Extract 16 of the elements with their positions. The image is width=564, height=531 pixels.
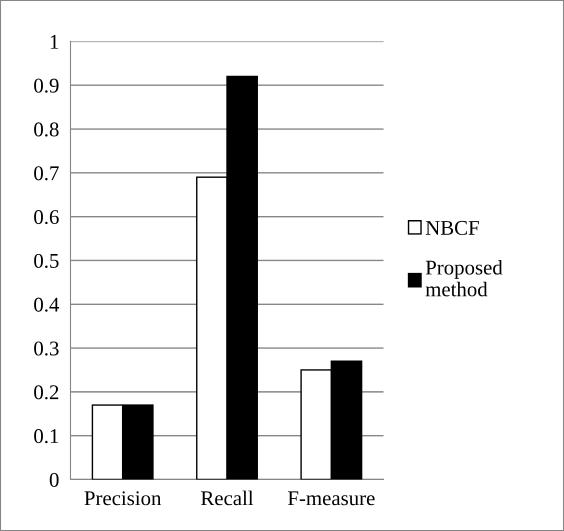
y-tick-label: 0.5 bbox=[34, 254, 59, 268]
y-tick-label: 0.9 bbox=[34, 78, 59, 93]
y-tick-label: 0.8 bbox=[34, 122, 59, 137]
y-tick-label: 0.4 bbox=[34, 298, 60, 312]
x-tick-label: Precision bbox=[84, 491, 162, 506]
y-tick-label: 0.1 bbox=[34, 429, 58, 444]
y-tick-label: 0.7 bbox=[34, 166, 59, 180]
x-tick-label: F-measure bbox=[288, 491, 375, 506]
y-tick-label: 0.3 bbox=[34, 341, 59, 356]
y-tick-label: 0.6 bbox=[34, 210, 59, 224]
y-tick-label: 1 bbox=[50, 34, 58, 49]
y-tick-label: 0 bbox=[50, 472, 59, 487]
x-tick-label: Recall bbox=[201, 490, 254, 506]
y-tick-label: 0.2 bbox=[34, 385, 58, 400]
legend-label: Proposed method bbox=[426, 260, 502, 296]
legend-label: NBCF bbox=[426, 220, 479, 235]
